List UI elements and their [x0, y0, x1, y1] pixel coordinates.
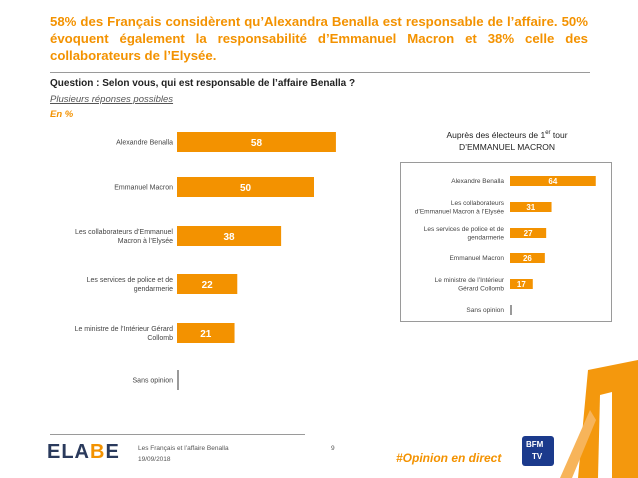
- main-bar-3: [177, 274, 238, 294]
- inset-value-label-1: 31: [526, 203, 535, 212]
- inset-category-label-4-line-1: Gérard Collomb: [458, 285, 504, 292]
- inset-bar-5: [510, 305, 512, 315]
- inset-title-line2: D’EMMANUEL MACRON: [458, 141, 556, 152]
- main-category-label-2-line-1: Macron à l’Elysée: [118, 238, 173, 245]
- inset-title: Auprès des électeurs de 1er tour D’EMMAN…: [402, 127, 612, 153]
- question-note: Plusieurs réponses possibles: [50, 94, 174, 105]
- inset-category-label-3: Emmanuel Macron: [449, 255, 504, 262]
- inset-value-label-0: 64: [548, 177, 557, 186]
- inset-bar-3: [510, 253, 545, 263]
- inset-bar-4: [510, 279, 533, 289]
- inset-title-prefix: Auprès des électeurs de 1: [446, 129, 546, 140]
- inset-bar-0: [510, 176, 596, 186]
- main-value-label-2: 38: [223, 232, 235, 243]
- main-value-label-4: 21: [200, 329, 212, 340]
- bfmtv-logo: BFM TV: [522, 436, 554, 466]
- main-category-label-5: Sans opinion: [133, 377, 174, 384]
- inset-category-label-0: Alexandre Benalla: [451, 178, 504, 185]
- inset-bar-1: [510, 202, 552, 212]
- main-category-label-3-line-0: Les services de police et de: [87, 277, 173, 284]
- main-value-label-1: 50: [240, 183, 252, 194]
- bfmtv-logo-top: BFM: [526, 440, 544, 449]
- main-category-label-4-line-0: Le ministre de l’Intérieur Gérard: [75, 326, 174, 333]
- unit-label: En %: [50, 109, 74, 120]
- bfmtv-logo-bottom: TV: [532, 452, 543, 461]
- inset-value-label-2: 27: [524, 229, 533, 238]
- inset-value-label-3: 26: [523, 254, 532, 263]
- main-bar-5: [177, 370, 179, 390]
- inset-title-suffix: tour: [550, 129, 568, 140]
- inset-category-label-5: Sans opinion: [466, 307, 504, 314]
- footer-date: 19/09/2018: [138, 456, 171, 463]
- main-bar-0: [177, 132, 336, 152]
- hashtag: #Opinion en direct: [396, 451, 502, 465]
- page-number: 9: [331, 445, 335, 452]
- main-value-label-0: 58: [251, 138, 263, 149]
- footer-study: Les Français et l’affaire Benalla: [138, 445, 229, 452]
- inset-title-sup: er: [545, 130, 551, 136]
- main-category-label-4-line-1: Collomb: [147, 335, 173, 342]
- main-bar-4: [177, 323, 235, 343]
- main-category-label-3-line-1: gendarmerie: [134, 286, 173, 293]
- question-text: Question : Selon vous, qui est responsab…: [50, 78, 356, 89]
- main-value-label-3: 22: [202, 280, 214, 291]
- inset-category-label-2-line-1: gendarmerie: [468, 234, 505, 241]
- inset-category-label-1-line-0: Les collaborateurs: [451, 200, 505, 207]
- inset-category-label-1-line-1: d’Emmanuel Macron à l’Elysée: [415, 208, 505, 215]
- main-category-label-1: Emmanuel Macron: [114, 184, 173, 191]
- main-bar-2: [177, 226, 282, 246]
- headline: 58% des Français considèrent qu’Alexandr…: [50, 14, 588, 63]
- inset-bar-2: [510, 228, 547, 238]
- main-bar-1: [177, 177, 314, 197]
- inset-value-label-4: 17: [517, 280, 526, 289]
- main-category-label-0: Alexandre Benalla: [116, 139, 173, 146]
- inset-category-label-4-line-0: Le ministre de l’Intérieur: [435, 277, 505, 284]
- inset-category-label-2-line-0: Les services de police et de: [424, 226, 505, 233]
- main-category-label-2-line-0: Les collaborateurs d’Emmanuel: [75, 229, 173, 236]
- footer-divider: [50, 434, 305, 435]
- inset-frame: [400, 162, 612, 322]
- title-divider: [50, 72, 590, 73]
- elabe-logo: ELABE: [47, 441, 120, 463]
